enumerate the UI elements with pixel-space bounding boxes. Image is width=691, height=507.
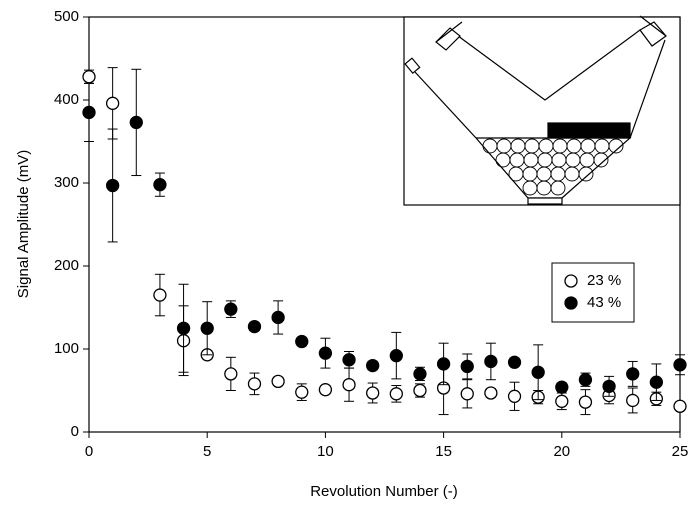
point bbox=[413, 383, 427, 398]
point bbox=[626, 367, 640, 381]
point bbox=[460, 359, 474, 374]
point bbox=[555, 394, 569, 408]
y-tick-label: 100 bbox=[54, 340, 79, 357]
point bbox=[413, 367, 427, 381]
point bbox=[389, 348, 403, 363]
point bbox=[105, 178, 120, 193]
x-tick-label: 0 bbox=[85, 443, 93, 460]
plot-frame bbox=[88, 16, 681, 433]
x-tick-label: 25 bbox=[672, 443, 689, 460]
point bbox=[200, 321, 214, 335]
point bbox=[105, 96, 120, 110]
point bbox=[578, 373, 593, 387]
point bbox=[82, 70, 96, 84]
point bbox=[366, 358, 380, 373]
point bbox=[484, 386, 498, 400]
point bbox=[673, 358, 687, 372]
point bbox=[153, 178, 167, 192]
point bbox=[531, 365, 545, 379]
y-tick-label: 500 bbox=[54, 8, 79, 25]
point bbox=[389, 387, 403, 401]
y-axis-title: Signal Amplitude (mV) bbox=[15, 150, 32, 298]
point bbox=[460, 387, 474, 401]
point bbox=[129, 115, 143, 130]
y-tick-label: 0 bbox=[71, 423, 79, 440]
legend-label: 43 % bbox=[587, 294, 621, 311]
legend-marker bbox=[564, 296, 578, 310]
x-tick-label: 15 bbox=[435, 443, 452, 460]
point bbox=[602, 379, 616, 394]
point bbox=[626, 393, 640, 408]
inset-diagram bbox=[403, 15, 681, 206]
point bbox=[271, 310, 285, 325]
point bbox=[295, 334, 309, 349]
point bbox=[507, 389, 522, 403]
point bbox=[82, 105, 96, 120]
point bbox=[484, 354, 498, 369]
y-tick-label: 400 bbox=[54, 91, 79, 108]
point bbox=[673, 399, 687, 413]
legend: 23 % 43 % bbox=[551, 262, 635, 323]
point bbox=[342, 353, 356, 367]
legend-label: 23 % bbox=[587, 272, 621, 289]
point bbox=[507, 355, 522, 369]
point bbox=[649, 375, 664, 389]
point bbox=[318, 383, 333, 397]
point bbox=[295, 385, 309, 399]
point bbox=[318, 346, 333, 360]
point bbox=[153, 288, 167, 302]
point bbox=[578, 395, 593, 409]
point bbox=[366, 386, 380, 400]
point bbox=[271, 374, 285, 389]
point bbox=[224, 367, 238, 381]
x-tick-label: 5 bbox=[203, 443, 211, 460]
point bbox=[247, 377, 262, 391]
point bbox=[224, 302, 238, 316]
legend-marker bbox=[564, 274, 578, 288]
point bbox=[436, 357, 451, 371]
x-tick-label: 10 bbox=[317, 443, 334, 460]
y-tick-label: 300 bbox=[54, 174, 79, 191]
x-tick-label: 20 bbox=[553, 443, 570, 460]
y-tick-label: 200 bbox=[54, 257, 79, 274]
point bbox=[555, 380, 569, 394]
point bbox=[247, 319, 262, 334]
x-axis-title: Revolution Number (-) bbox=[310, 483, 458, 500]
point bbox=[176, 321, 191, 335]
point bbox=[342, 378, 356, 392]
